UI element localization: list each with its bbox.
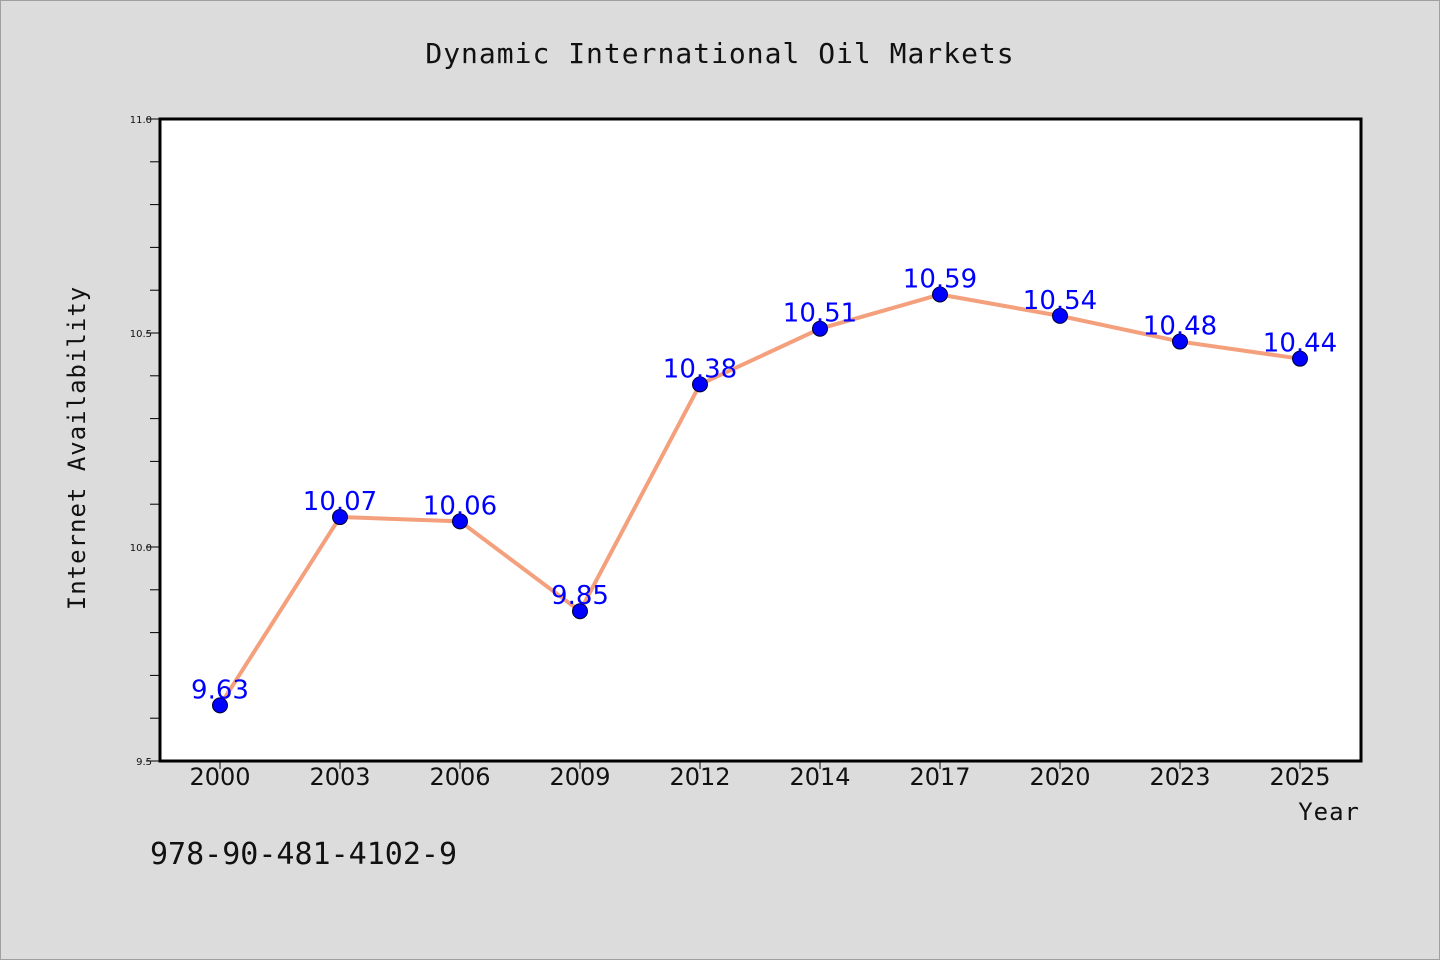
y-tick-label: 11.0 [130,115,152,126]
data-label: 9.63 [191,675,249,705]
chart-title: Dynamic International Oil Markets [425,37,1014,70]
footnote-isbn: 978-90-481-4102-9 [150,837,457,872]
data-point [332,509,348,526]
data-label: 10.48 [1143,312,1217,342]
series-line [218,292,1301,707]
x-tick-label: 2000 [189,763,250,791]
x-tick-label: 2012 [669,763,730,791]
y-tick-label: 9.5 [136,757,152,768]
x-tick-label: 2014 [789,763,850,791]
data-point [1052,307,1068,324]
x-tick-label: 2017 [909,763,970,791]
data-label: 10.07 [303,487,377,517]
data-label: 10.54 [1023,286,1097,316]
x-tick-label: 2025 [1269,763,1330,791]
x-tick-label: 2023 [1149,763,1210,791]
y-axis-label: Internet Availability [63,286,91,610]
data-label: 10.59 [903,264,977,294]
data-point [932,286,948,303]
data-point [692,376,708,393]
x-axis: 2000 2003 2006 2009 2012 2014 2017 2020 2023 2025 [189,761,1331,791]
data-label: 10.06 [423,491,497,521]
plot-area [158,117,1363,763]
x-tick-label: 2020 [1029,763,1090,791]
data-label: 10.38 [663,354,737,384]
x-axis-label: Year [1298,798,1360,826]
series-group: 9.63 10.07 10.06 9.85 10.38 10.51 10.59 10.54 10… [191,264,1337,714]
data-point [1172,333,1188,350]
data-point [812,320,828,337]
y-axis: 9.5 10.0 10.5 11.0 [130,115,160,768]
data-label: 9.85 [551,581,609,611]
data-label: 10.44 [1263,329,1337,359]
data-label: 10.51 [783,299,857,329]
y-tick-label: 10.5 [130,329,152,340]
y-tick-label: 10.0 [130,543,152,554]
data-point [212,697,228,714]
data-point [572,603,588,620]
data-point [1292,350,1308,367]
x-tick-label: 2006 [429,763,490,791]
data-point [452,513,468,530]
x-tick-label: 2003 [309,763,370,791]
x-tick-label: 2009 [549,763,610,791]
